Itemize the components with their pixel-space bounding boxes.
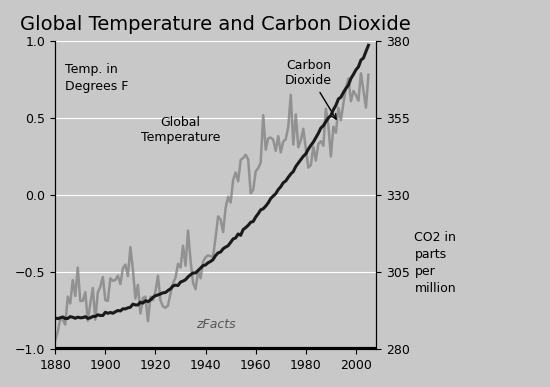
Text: Global
Temperature: Global Temperature <box>141 116 220 144</box>
Text: Temp. in
Degrees F: Temp. in Degrees F <box>65 63 128 92</box>
Text: zFacts: zFacts <box>196 318 235 331</box>
Title: Global Temperature and Carbon Dioxide: Global Temperature and Carbon Dioxide <box>20 15 411 34</box>
Text: CO2 in
parts
per
million: CO2 in parts per million <box>415 231 456 295</box>
Text: Carbon
Dioxide: Carbon Dioxide <box>285 59 336 119</box>
